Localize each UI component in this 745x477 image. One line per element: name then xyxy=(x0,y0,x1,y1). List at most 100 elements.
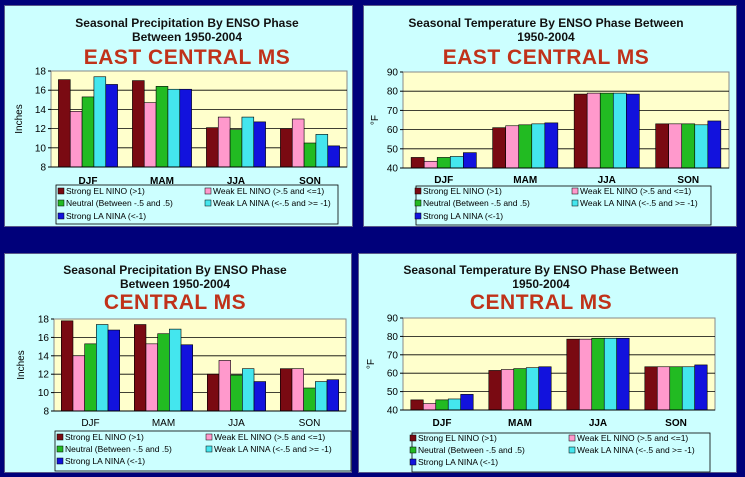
y-tick-label: 90 xyxy=(387,314,399,325)
bar-jja-series-1 xyxy=(566,338,580,411)
legend-swatch xyxy=(56,433,64,441)
bar-mam-series-3 xyxy=(155,86,169,168)
bar-jja-series-4 xyxy=(603,337,618,411)
bar-son-series-4 xyxy=(315,134,329,168)
bar-jja-series-5 xyxy=(616,337,630,411)
x-category-label: JJA xyxy=(598,175,616,186)
legend-swatch xyxy=(56,445,64,453)
bar-mam-series-3 xyxy=(513,368,527,411)
bar-son-series-3 xyxy=(681,123,696,169)
x-category-label: MAM xyxy=(508,418,532,429)
legend-swatch xyxy=(57,187,65,195)
chart-svg: Seasonal Temperature By ENSO Phase Betwe… xyxy=(370,16,730,226)
x-category-label: MAM xyxy=(513,175,537,186)
bar-mam-series-1 xyxy=(134,324,147,412)
legend-entry: Strong EL NINO (>1) xyxy=(65,432,144,442)
bar-djf-series-2 xyxy=(69,111,83,168)
bar-son-series-5 xyxy=(707,120,722,169)
legend-entry: Weak LA NINA (<-.5 and >= -1) xyxy=(213,198,331,208)
y-tick-label: 70 xyxy=(387,106,399,117)
bar-jja-series-5 xyxy=(253,381,267,412)
bar-son-series-2 xyxy=(291,118,305,168)
chart-panel-precip-central: Seasonal Precipitation By ENSO Phase Betw… xyxy=(4,253,352,473)
bar-jja-series-1 xyxy=(206,127,219,168)
chart-region-title: EAST CENTRAL MS xyxy=(84,46,291,69)
bar-jja-series-3 xyxy=(591,337,605,411)
bar-mam-series-2 xyxy=(500,369,515,411)
y-axis-label: Inches xyxy=(16,350,27,379)
bar-djf-series-3 xyxy=(81,96,95,168)
bar-djf-series-3 xyxy=(435,399,449,411)
bar-son-series-4 xyxy=(315,381,328,412)
bar-djf-series-2 xyxy=(72,355,85,412)
legend-entry: Strong LA NINA (<-1) xyxy=(423,211,503,221)
legend-entry: Strong LA NINA (<-1) xyxy=(65,456,145,466)
x-category-label: SON xyxy=(299,176,321,187)
legend-box xyxy=(55,184,339,225)
bar-jja-series-3 xyxy=(599,92,614,169)
chart-region-title: EAST CENTRAL MS xyxy=(443,46,650,69)
bar-mam-series-3 xyxy=(157,333,170,412)
bar-jja-series-4 xyxy=(242,368,255,412)
bar-djf-series-1 xyxy=(410,157,425,169)
y-tick-label: 80 xyxy=(387,87,399,98)
chart-title-line2: 1950-2004 xyxy=(517,30,575,44)
bar-mam-series-2 xyxy=(143,102,157,168)
bar-djf-series-2 xyxy=(423,160,438,169)
bar-jja-series-2 xyxy=(217,116,231,168)
bar-djf-series-1 xyxy=(60,320,74,412)
legend-swatch xyxy=(568,446,576,454)
chart-title-line2: Between 1950-2004 xyxy=(120,277,230,291)
x-category-label: DJF xyxy=(81,418,99,429)
bar-son-series-2 xyxy=(668,123,683,169)
bar-son-series-5 xyxy=(694,364,708,411)
bar-mam-series-1 xyxy=(488,370,502,411)
y-tick-label: 10 xyxy=(35,143,47,154)
bar-mam-series-4 xyxy=(531,123,546,169)
legend-swatch xyxy=(571,199,579,207)
y-tick-label: 8 xyxy=(43,407,49,418)
bar-son-series-4 xyxy=(694,124,709,169)
bar-mam-series-5 xyxy=(544,122,559,169)
x-category-label: MAM xyxy=(150,176,174,187)
legend-swatch xyxy=(56,457,64,465)
bar-jja-series-2 xyxy=(578,338,593,411)
bar-jja-series-5 xyxy=(253,121,266,168)
y-tick-label: 10 xyxy=(38,388,50,399)
legend-swatch xyxy=(204,187,212,195)
legend-entry: Neutral (Between -.5 and .5) xyxy=(418,445,525,455)
legend-entry: Neutral (Between -.5 and .5) xyxy=(423,198,530,208)
y-tick-label: 12 xyxy=(35,124,47,135)
bar-mam-series-1 xyxy=(132,80,145,168)
chart-title-line2: 1950-2004 xyxy=(512,277,570,291)
x-category-label: JJA xyxy=(589,418,607,429)
legend-entry: Strong EL NINO (>1) xyxy=(66,186,145,196)
bar-djf-series-3 xyxy=(436,157,451,169)
bar-mam-series-5 xyxy=(179,88,192,168)
legend-entry: Strong LA NINA (<-1) xyxy=(418,457,498,467)
x-category-label: SON xyxy=(677,175,699,186)
chart-title: Seasonal Precipitation By ENSO Phase xyxy=(63,263,287,277)
legend-swatch xyxy=(205,445,213,453)
bar-djf-series-5 xyxy=(105,84,118,168)
legend-entry: Neutral (Between -.5 and .5) xyxy=(65,444,172,454)
chart-title: Seasonal Precipitation By ENSO Phase xyxy=(75,16,299,30)
bar-djf-series-1 xyxy=(58,79,71,168)
chart-panel-temp-east-central: Seasonal Temperature By ENSO Phase Betwe… xyxy=(363,5,737,227)
bar-djf-series-1 xyxy=(410,399,424,411)
bar-djf-series-5 xyxy=(463,152,477,169)
bar-djf-series-5 xyxy=(460,394,474,411)
y-tick-label: 14 xyxy=(35,105,47,116)
bar-mam-series-5 xyxy=(538,366,552,411)
chart-title: Seasonal Temperature By ENSO Phase Betwe… xyxy=(403,263,678,277)
y-tick-label: 60 xyxy=(387,369,399,380)
chart-svg: Seasonal Precipitation By ENSO PhaseBetw… xyxy=(14,16,348,225)
bar-son-series-5 xyxy=(326,379,339,412)
bar-son-series-3 xyxy=(303,142,317,168)
y-tick-label: 18 xyxy=(35,67,47,78)
y-tick-label: 40 xyxy=(387,406,399,417)
bar-son-series-2 xyxy=(291,368,304,412)
bar-jja-series-3 xyxy=(229,129,243,168)
x-category-label: DJF xyxy=(434,175,453,186)
bar-mam-series-2 xyxy=(145,343,158,412)
